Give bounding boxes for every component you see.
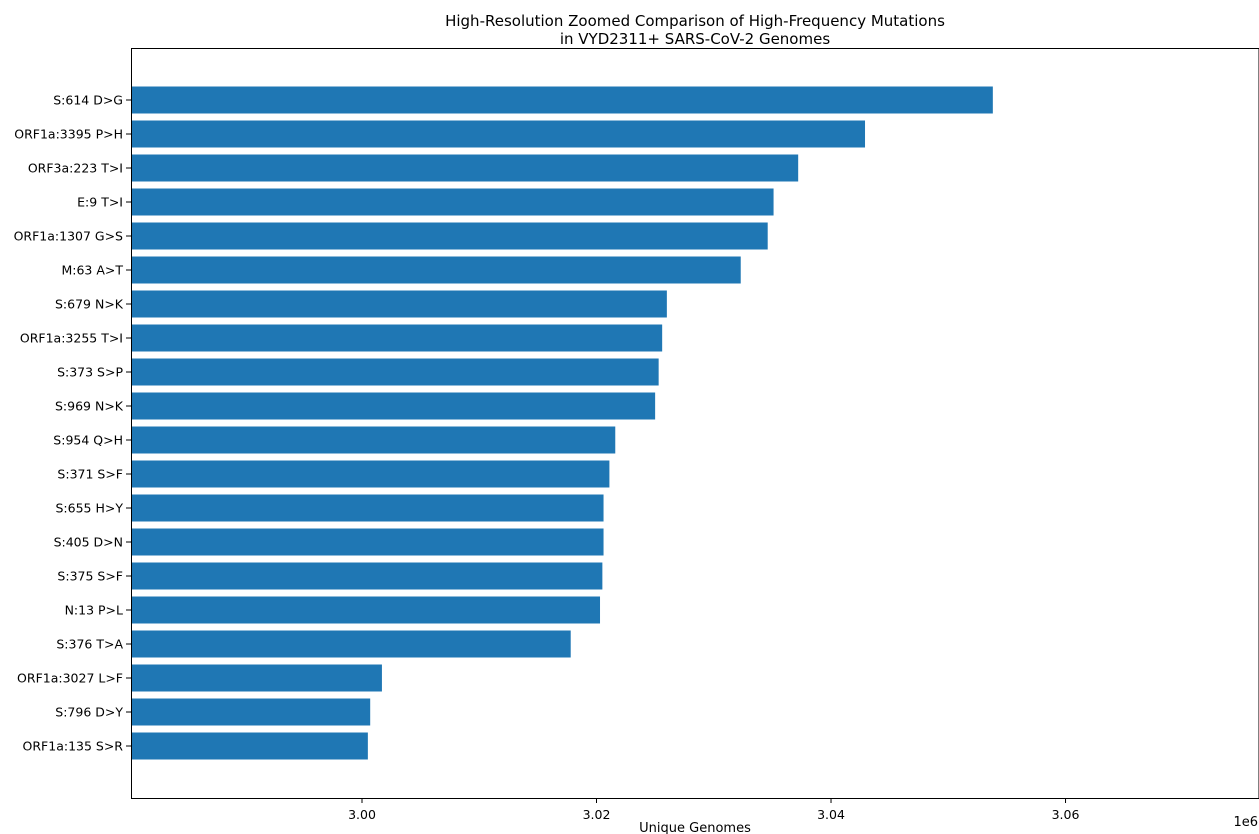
bar <box>131 392 656 420</box>
y-tick-label: ORF1a:135 S>R <box>23 739 124 754</box>
y-tick-label: ORF1a:3255 T>I <box>20 331 123 346</box>
chart-title-line: High-Resolution Zoomed Comparison of Hig… <box>445 12 945 30</box>
bar <box>131 290 667 318</box>
bar <box>131 460 610 488</box>
bar <box>131 256 741 284</box>
bar <box>131 154 799 182</box>
y-tick-label: N:13 P>L <box>65 603 123 618</box>
y-tick-label: S:375 S>F <box>57 569 123 584</box>
y-tick-label: E:9 T>I <box>77 195 123 210</box>
bar <box>131 528 604 556</box>
y-tick-label: S:655 H>Y <box>56 501 124 516</box>
bar <box>131 324 663 352</box>
x-tick-label: 3.00 <box>348 807 376 822</box>
x-tick-label: 3.06 <box>1052 807 1080 822</box>
bar <box>131 664 382 692</box>
y-tick-label: S:969 N>K <box>55 399 124 414</box>
x-axis: 3.00 3.02 3.04 3.06 <box>348 798 1079 822</box>
plot-frame <box>131 48 1259 799</box>
bar <box>131 358 659 386</box>
y-tick-label: S:405 D>N <box>54 535 123 550</box>
x-axis-label: Unique Genomes <box>639 821 751 834</box>
bar <box>131 222 768 250</box>
bar <box>131 562 603 590</box>
bar <box>131 86 993 114</box>
bar <box>131 426 616 454</box>
y-tick-label: ORF1a:3395 P>H <box>14 127 123 142</box>
x-tick-label: 3.02 <box>583 807 611 822</box>
x-tick-label: 3.04 <box>817 807 845 822</box>
y-tick-label: ORF3a:223 T>I <box>28 161 123 176</box>
bar <box>131 120 866 148</box>
y-tick-label: S:373 S>P <box>57 365 123 380</box>
bar <box>131 494 604 522</box>
x-axis-offset-label: 1e6 <box>1233 815 1258 830</box>
chart-title: High-Resolution Zoomed Comparison of Hig… <box>445 12 945 48</box>
y-tick-label: M:63 A>T <box>61 263 123 278</box>
bar <box>131 698 371 726</box>
y-tick-label: ORF1a:3027 L>F <box>17 671 123 686</box>
y-tick-label: S:679 N>K <box>55 297 124 312</box>
y-tick-label: S:376 T>A <box>56 637 123 652</box>
y-tick-label: S:954 Q>H <box>53 433 123 448</box>
y-axis: S:614 D>G ORF1a:3395 P>H ORF3a:223 T>I E:9 … <box>14 93 131 754</box>
y-tick-label: S:614 D>G <box>53 93 123 108</box>
bar <box>131 732 368 760</box>
bars <box>131 86 993 760</box>
bar <box>131 596 601 624</box>
y-tick-label: ORF1a:1307 G>S <box>14 229 123 244</box>
chart-title-line: in VYD2311+ SARS-CoV-2 Genomes <box>560 30 830 48</box>
bar <box>131 188 774 216</box>
bar <box>131 630 571 658</box>
y-tick-label: S:796 D>Y <box>55 705 123 720</box>
y-tick-label: S:371 S>F <box>57 467 123 482</box>
